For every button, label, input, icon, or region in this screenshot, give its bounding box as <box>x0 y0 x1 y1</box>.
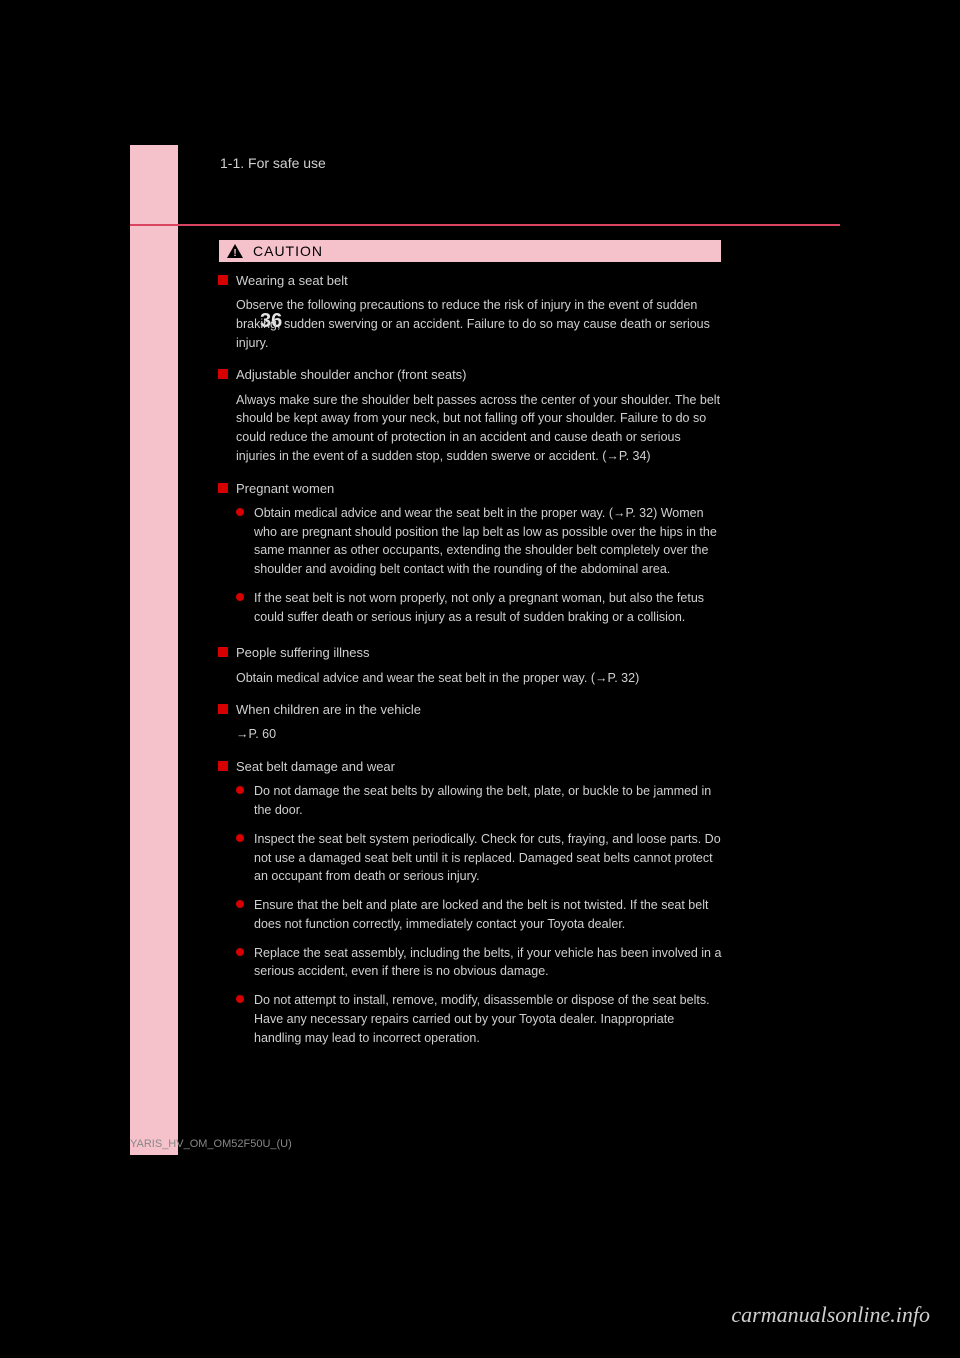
bullet-text: Inspect the seat belt system periodicall… <box>254 830 722 886</box>
heading-text: Seat belt damage and wear <box>236 758 395 776</box>
bullet-text: If the seat belt is not worn properly, n… <box>254 589 722 627</box>
warning-triangle-icon: ! <box>227 244 243 258</box>
bullet-item: Ensure that the belt and plate are locke… <box>236 896 722 934</box>
heading-text: Pregnant women <box>236 480 334 498</box>
page-header: 36 1-1. For safe use <box>130 155 840 173</box>
section-heading: Seat belt damage and wear <box>218 758 722 776</box>
sidebar-accent <box>130 145 178 1155</box>
bullet-text: Do not attempt to install, remove, modif… <box>254 991 722 1047</box>
heading-text: Wearing a seat belt <box>236 272 348 290</box>
body-text: Observe the following precautions to red… <box>236 296 722 352</box>
content-area: Wearing a seat belt Observe the followin… <box>218 272 722 1057</box>
dot-marker-icon <box>236 834 244 842</box>
heading-text: People suffering illness <box>236 644 369 662</box>
bullet-text: Ensure that the belt and plate are locke… <box>254 896 722 934</box>
body-text: Obtain medical advice and wear the seat … <box>236 669 722 688</box>
caution-label: CAUTION <box>253 243 323 259</box>
footer-code: YARIS_HV_OM_OM52F50U_(U) <box>130 1138 292 1150</box>
square-marker-icon <box>218 647 228 657</box>
section-heading: People suffering illness <box>218 644 722 662</box>
bullet-item: Inspect the seat belt system periodicall… <box>236 830 722 886</box>
dot-marker-icon <box>236 593 244 601</box>
section-heading: When children are in the vehicle <box>218 701 722 719</box>
bullet-item: If the seat belt is not worn properly, n… <box>236 589 722 627</box>
section-heading: Adjustable shoulder anchor (front seats) <box>218 366 722 384</box>
square-marker-icon <box>218 704 228 714</box>
square-marker-icon <box>218 275 228 285</box>
section-heading: Pregnant women <box>218 480 722 498</box>
bullet-item: Do not attempt to install, remove, modif… <box>236 991 722 1047</box>
watermark: carmanualsonline.info <box>731 1302 930 1328</box>
body-text: Always make sure the shoulder belt passe… <box>236 391 722 466</box>
caution-box: ! CAUTION <box>218 239 722 263</box>
heading-text: When children are in the vehicle <box>236 701 421 719</box>
bullet-item: Obtain medical advice and wear the seat … <box>236 504 722 579</box>
svg-text:!: ! <box>233 248 236 258</box>
bullet-item: Replace the seat assembly, including the… <box>236 944 722 982</box>
bullet-item: Do not damage the seat belts by allowing… <box>236 782 722 820</box>
square-marker-icon <box>218 369 228 379</box>
bullet-text: Replace the seat assembly, including the… <box>254 944 722 982</box>
square-marker-icon <box>218 483 228 493</box>
section-reference: 1-1. For safe use <box>220 155 326 171</box>
square-marker-icon <box>218 761 228 771</box>
bullet-text: Do not damage the seat belts by allowing… <box>254 782 722 820</box>
heading-text: Adjustable shoulder anchor (front seats) <box>236 366 467 384</box>
dot-marker-icon <box>236 900 244 908</box>
bullet-text: Obtain medical advice and wear the seat … <box>254 504 722 579</box>
body-text: →P. 60 <box>236 725 722 744</box>
dot-marker-icon <box>236 948 244 956</box>
header-divider <box>130 224 840 226</box>
section-heading: Wearing a seat belt <box>218 272 722 290</box>
dot-marker-icon <box>236 995 244 1003</box>
dot-marker-icon <box>236 508 244 516</box>
dot-marker-icon <box>236 786 244 794</box>
